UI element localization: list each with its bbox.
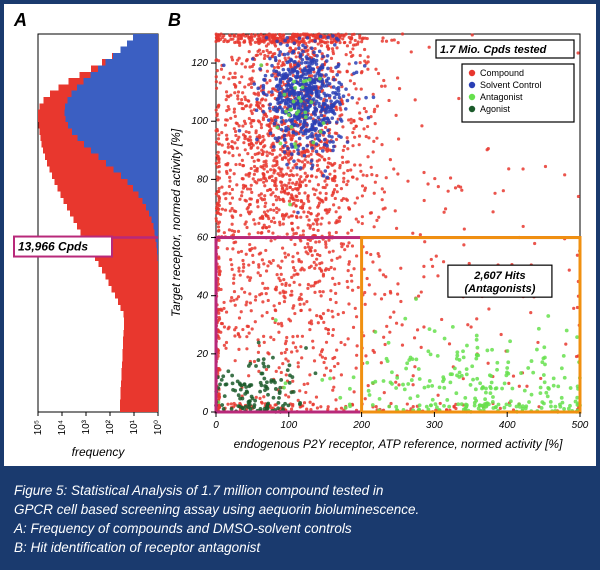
svg-text:endogenous P2Y receptor, ATP r: endogenous P2Y receptor, ATP reference, …	[234, 437, 564, 451]
svg-text:Target receptor, normed activi: Target receptor, normed activity [%]	[169, 128, 183, 317]
svg-text:100: 100	[191, 116, 208, 127]
svg-text:0: 0	[213, 420, 219, 431]
panels: A 13,966 Cpds 10⁵ 10⁴ 10³ 10² 10¹ 10⁰ frequency…	[4, 4, 596, 466]
panel-b-label: B	[168, 10, 181, 31]
plot-area: A 13,966 Cpds 10⁵ 10⁴ 10³ 10² 10¹ 10⁰ frequency…	[0, 0, 600, 470]
svg-text:1.7 Mio. Cpds tested: 1.7 Mio. Cpds tested	[440, 44, 547, 56]
caption-line3: A: Frequency of compounds and DMSO-solve…	[14, 520, 586, 539]
svg-text:10¹: 10¹	[129, 419, 140, 434]
svg-text:Compound: Compound	[480, 68, 524, 78]
svg-text:(Antagonists): (Antagonists)	[464, 283, 535, 295]
svg-text:10⁵: 10⁵	[33, 420, 44, 435]
svg-text:13,966 Cpds: 13,966 Cpds	[18, 240, 88, 254]
svg-text:10⁰: 10⁰	[153, 420, 164, 435]
svg-text:100: 100	[280, 420, 297, 431]
svg-text:10²: 10²	[105, 419, 116, 434]
caption-line1: Figure 5: Statistical Analysis of 1.7 mi…	[14, 482, 586, 501]
svg-text:Solvent Control: Solvent Control	[480, 80, 542, 90]
svg-text:200: 200	[352, 420, 370, 431]
svg-text:2,607 Hits: 2,607 Hits	[473, 270, 525, 282]
svg-text:Antagonist: Antagonist	[480, 92, 523, 102]
panel-a-svg: 13,966 Cpds 10⁵ 10⁴ 10³ 10² 10¹ 10⁰ frequency	[4, 4, 164, 464]
svg-text:120: 120	[191, 58, 208, 69]
caption-line4: B: Hit identification of receptor antago…	[14, 539, 586, 558]
svg-text:Agonist: Agonist	[480, 104, 511, 114]
svg-text:40: 40	[197, 291, 209, 302]
svg-text:300: 300	[426, 420, 443, 431]
svg-text:80: 80	[197, 174, 209, 185]
svg-text:20: 20	[196, 349, 209, 360]
svg-text:500: 500	[572, 420, 589, 431]
panel-a: A 13,966 Cpds 10⁵ 10⁴ 10³ 10² 10¹ 10⁰ frequency	[4, 4, 164, 466]
svg-text:frequency: frequency	[72, 445, 126, 459]
figure-container: A 13,966 Cpds 10⁵ 10⁴ 10³ 10² 10¹ 10⁰ frequency…	[0, 0, 600, 570]
panel-b-svg: 2,607 Hits(Antagonists) 1.7 Mio. Cpds tes…	[164, 4, 594, 464]
panel-a-label: A	[14, 10, 27, 31]
svg-text:10³: 10³	[81, 419, 92, 434]
panel-b: B 2,607 Hits(Antagonists) 1.7 Mio. Cpds t…	[164, 4, 596, 466]
svg-text:10⁴: 10⁴	[57, 420, 68, 435]
svg-text:60: 60	[197, 233, 209, 244]
caption-line2: GPCR cell based screening assay using ae…	[14, 501, 586, 520]
figure-caption: Figure 5: Statistical Analysis of 1.7 mi…	[0, 470, 600, 570]
svg-text:400: 400	[499, 420, 516, 431]
svg-text:0: 0	[202, 407, 208, 418]
